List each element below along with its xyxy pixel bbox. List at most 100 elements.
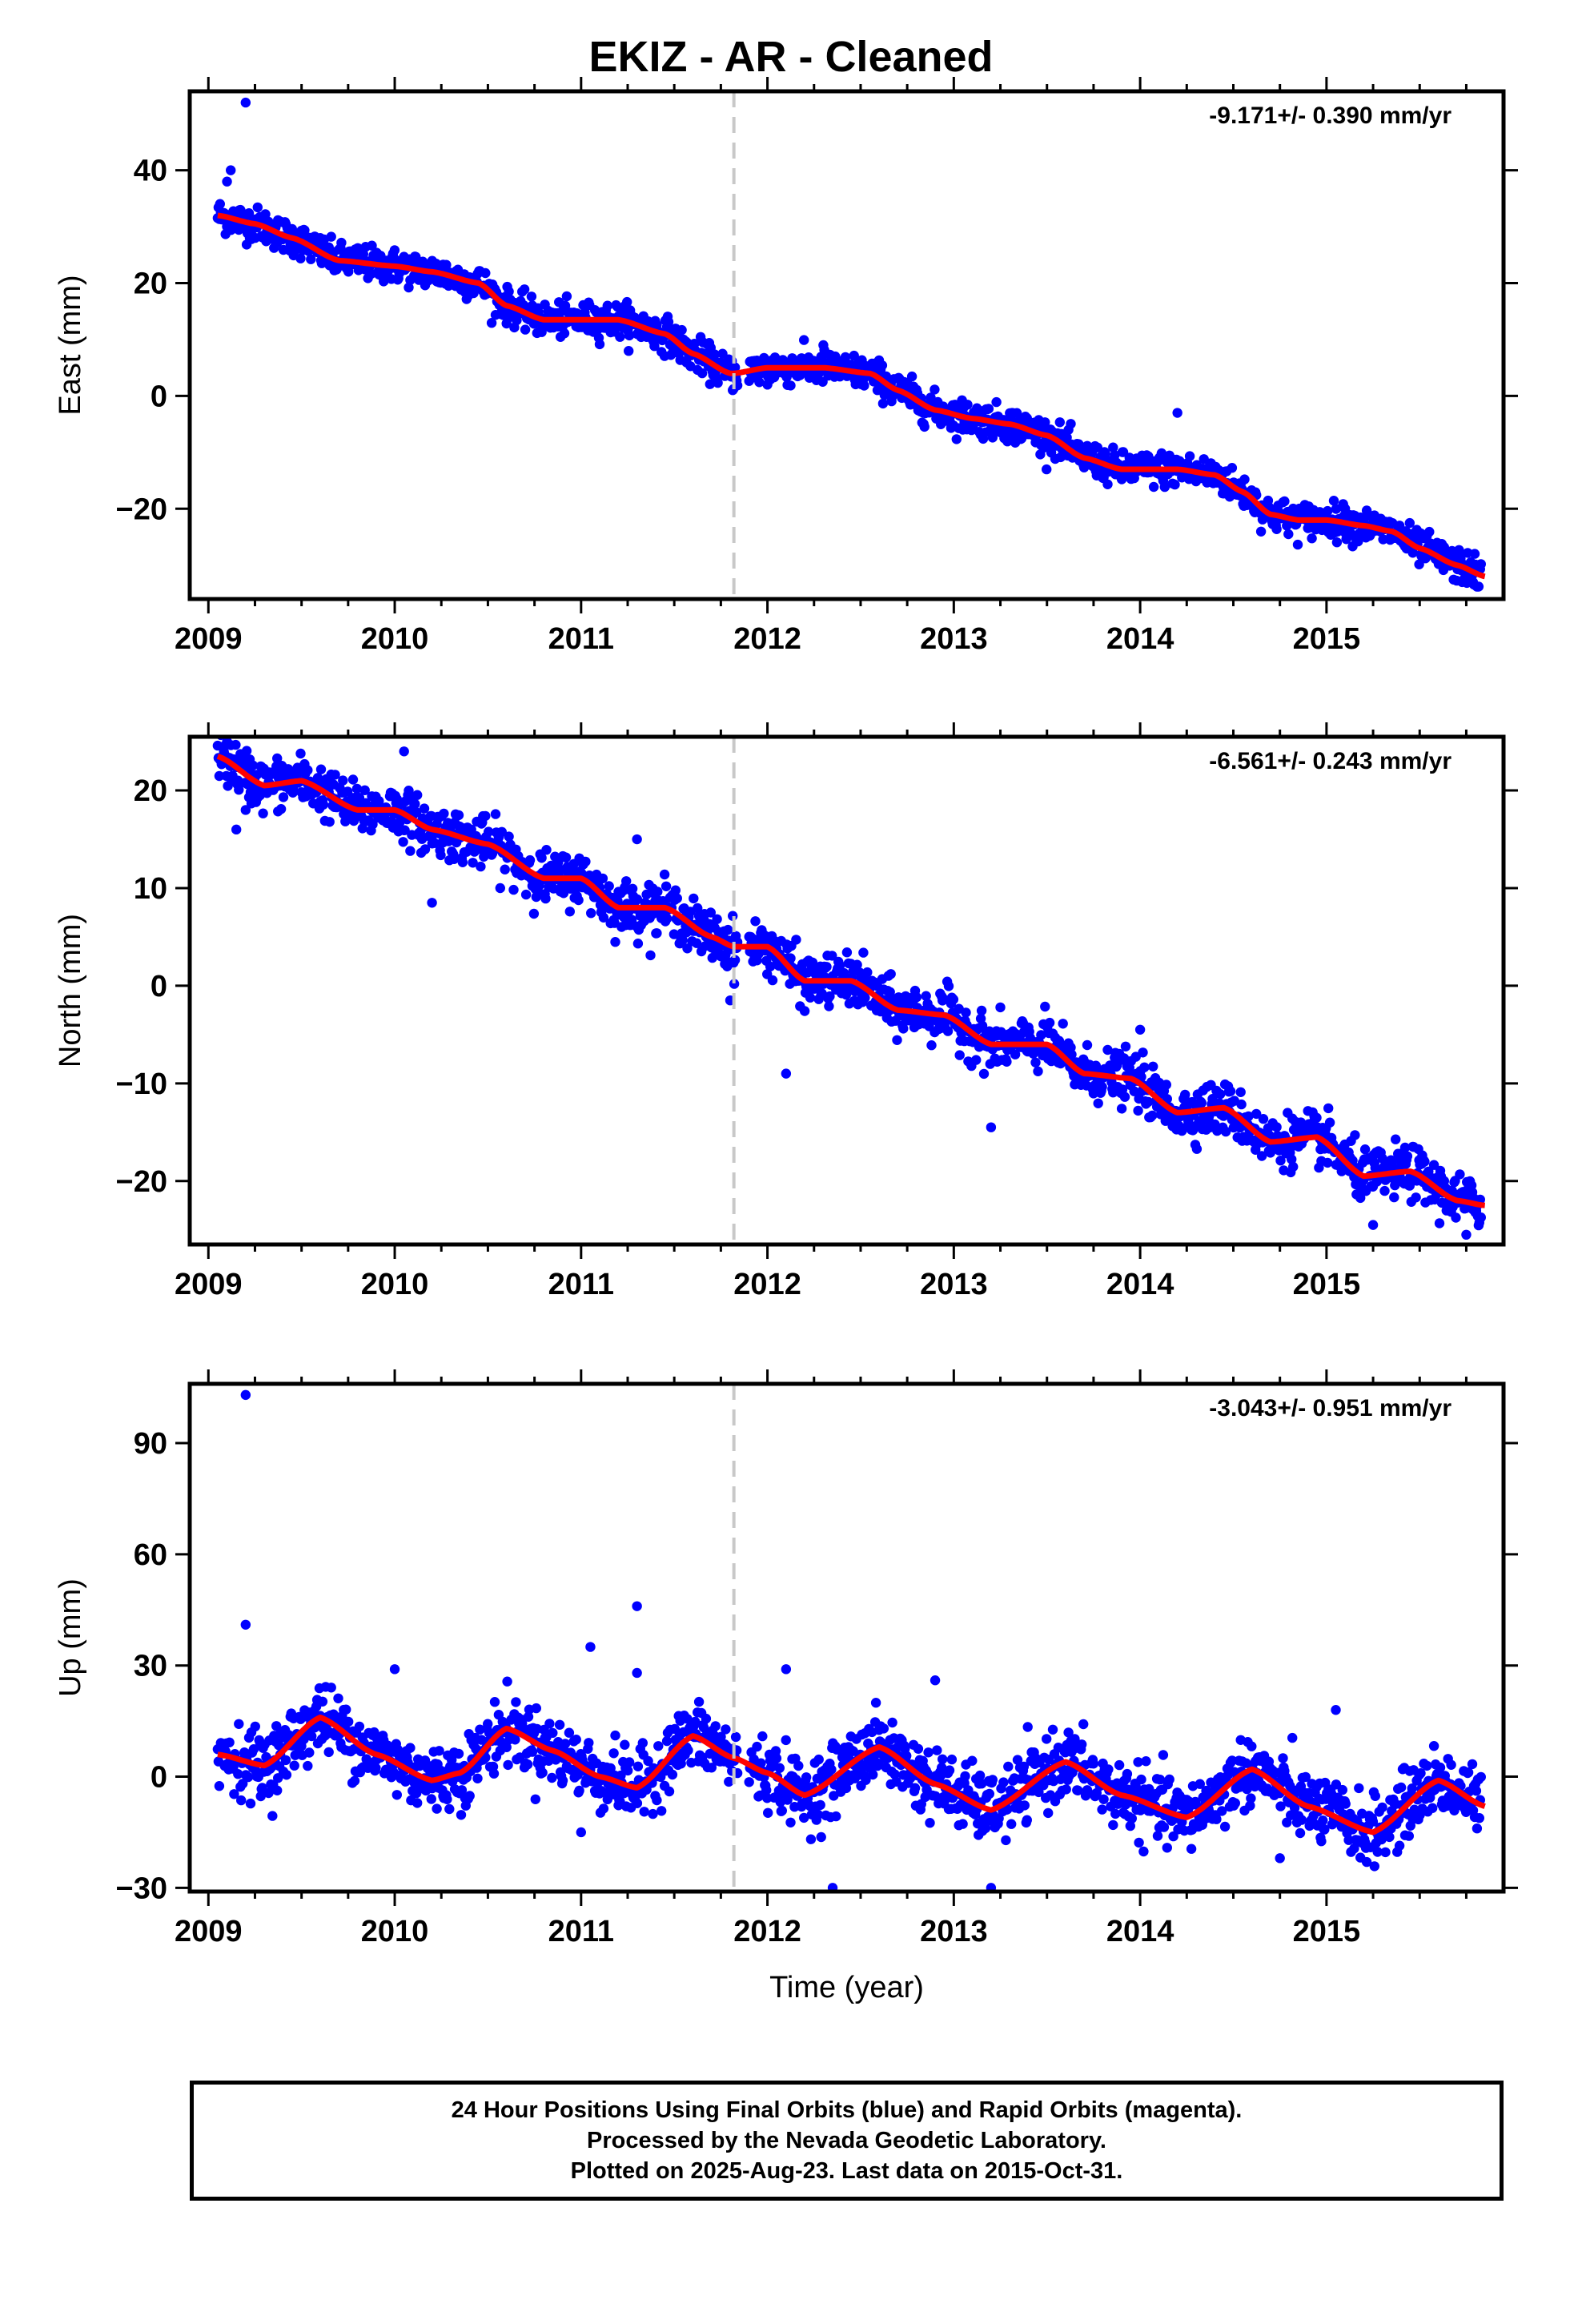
data-point <box>667 1769 678 1780</box>
data-point <box>486 318 497 328</box>
data-point <box>453 1748 464 1759</box>
data-point <box>468 287 479 299</box>
data-point <box>656 1806 667 1816</box>
data-point <box>226 165 236 175</box>
data-point <box>354 1721 365 1732</box>
data-point <box>632 1601 642 1611</box>
data-point <box>330 770 340 780</box>
data-point <box>560 1739 571 1749</box>
data-point <box>326 1683 336 1693</box>
data-point <box>1134 1837 1144 1848</box>
data-point <box>1474 1813 1485 1823</box>
data-point <box>1126 1813 1138 1823</box>
data-point <box>1246 1793 1256 1803</box>
data-point <box>1186 1844 1197 1854</box>
data-point <box>620 1739 630 1750</box>
data-point <box>456 1810 467 1820</box>
data-point <box>1092 442 1103 452</box>
data-point <box>909 1783 921 1793</box>
data-point <box>1476 1771 1487 1783</box>
data-point <box>1158 1750 1169 1760</box>
data-point <box>925 1818 935 1828</box>
data-point <box>267 1811 278 1821</box>
data-point <box>215 199 225 209</box>
data-point <box>1022 1722 1033 1732</box>
data-point <box>400 825 410 835</box>
data-point <box>1148 481 1159 493</box>
data-point <box>436 850 446 861</box>
data-point <box>404 282 414 293</box>
data-point <box>602 300 612 311</box>
data-point <box>958 1819 968 1829</box>
data-point <box>295 748 306 759</box>
data-point <box>1172 408 1182 418</box>
data-point <box>1061 1784 1071 1795</box>
data-point <box>1331 537 1343 548</box>
data-point <box>391 1790 402 1800</box>
data-point <box>1136 1774 1146 1785</box>
data-point <box>1380 1847 1391 1858</box>
data-point <box>480 267 491 279</box>
data-point <box>557 1775 568 1786</box>
data-point <box>317 1696 328 1707</box>
data-point <box>1422 1760 1432 1771</box>
data-point <box>351 783 363 794</box>
data-point <box>547 1772 557 1783</box>
data-point <box>434 1746 444 1756</box>
data-point <box>622 296 632 308</box>
data-point <box>991 396 1002 408</box>
data-point <box>1077 1739 1087 1750</box>
data-point <box>483 1719 493 1729</box>
data-point <box>272 753 283 764</box>
data-point <box>1184 451 1195 461</box>
data-point <box>754 377 765 388</box>
data-point <box>1473 581 1484 592</box>
data-point <box>1279 496 1290 507</box>
data-point <box>608 1748 619 1759</box>
data-point <box>222 221 232 232</box>
data-point <box>419 803 430 814</box>
data-point <box>887 1717 897 1728</box>
data-point <box>1066 419 1076 429</box>
data-point <box>240 1389 251 1401</box>
data-point <box>1328 496 1339 506</box>
data-point <box>648 1808 658 1819</box>
data-point <box>594 339 605 350</box>
data-point <box>677 324 687 336</box>
data-point <box>878 1723 889 1734</box>
data-points <box>212 1389 1487 1892</box>
data-point <box>489 1697 500 1707</box>
data-point <box>683 1745 693 1755</box>
data-point <box>1042 464 1052 475</box>
data-point <box>1339 504 1351 514</box>
data-point <box>548 1727 558 1739</box>
x-tick-label: 2013 <box>920 622 988 656</box>
rate-annotation: -9.171+/- 0.390 mm/yr <box>1209 103 1452 129</box>
data-point <box>336 237 347 248</box>
data-point <box>877 398 889 409</box>
data-point <box>729 362 741 372</box>
data-point <box>574 1785 584 1796</box>
data-point <box>649 341 660 352</box>
data-point <box>777 1805 787 1816</box>
data-point <box>318 799 329 810</box>
data-point <box>930 384 940 395</box>
data-point <box>663 316 674 328</box>
data-point <box>632 1798 643 1808</box>
data-point <box>932 1745 942 1755</box>
data-point <box>1323 505 1333 517</box>
data-point <box>260 209 271 219</box>
data-point <box>522 1759 533 1770</box>
data-point <box>1446 1759 1456 1770</box>
data-point <box>326 231 336 242</box>
data-point <box>757 1731 768 1742</box>
data-point <box>398 837 408 847</box>
data-point <box>1138 1846 1149 1857</box>
data-point <box>1318 1815 1328 1826</box>
data-point <box>1424 526 1435 537</box>
data-point <box>763 1807 773 1818</box>
data-point <box>530 1794 540 1804</box>
data-point <box>1340 1799 1351 1809</box>
y-tick-label: 0 <box>151 380 167 413</box>
data-point <box>1239 474 1250 485</box>
